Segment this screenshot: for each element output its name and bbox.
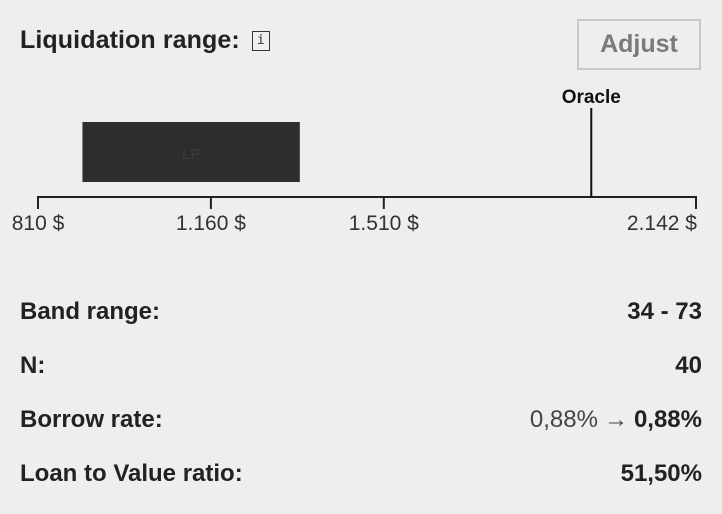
- n-label: N:: [20, 352, 46, 379]
- arrow-right-icon: →: [603, 406, 628, 433]
- header: Liquidation range: i: [20, 26, 270, 55]
- borrow-rate-label: Borrow rate:: [20, 406, 163, 433]
- oracle-label: Oracle: [562, 87, 621, 108]
- x-tick-label: 1.510 $: [349, 212, 419, 235]
- liquidation-range-chart: LP 810 $ 1.160 $ 1.510 $ 2.142 $ Oracle: [12, 87, 698, 235]
- band-range-row: Band range: 34 - 73: [20, 298, 702, 326]
- x-tick-label: 2.142 $: [627, 212, 697, 235]
- ltv-value: 51,50%: [620, 460, 702, 487]
- borrow-rate-row: Borrow rate: 0,88% → 0,88%: [20, 406, 702, 434]
- borrow-rate-old: 0,88%: [529, 406, 598, 433]
- borrow-rate-value: 0,88% → 0,88%: [530, 406, 702, 434]
- lp-range-label: LP: [182, 146, 200, 163]
- ltv-label: Loan to Value ratio:: [20, 460, 243, 487]
- stats-list: Band range: 34 - 73 N: 40 Borrow rate: 0…: [20, 298, 702, 514]
- x-tick-label: 1.160 $: [176, 212, 246, 235]
- adjust-button[interactable]: Adjust: [577, 19, 701, 70]
- n-value: 40: [675, 352, 702, 379]
- ltv-row: Loan to Value ratio: 51,50%: [20, 460, 702, 488]
- x-tick-label: 810 $: [12, 212, 65, 235]
- page-title: Liquidation range:: [20, 26, 240, 54]
- lp-range-bar: [82, 122, 300, 182]
- band-range-value: 34 - 73: [627, 298, 702, 325]
- info-icon[interactable]: i: [251, 30, 270, 51]
- n-row: N: 40: [20, 352, 702, 380]
- band-range-label: Band range:: [20, 298, 161, 325]
- borrow-rate-new: 0,88%: [633, 406, 702, 433]
